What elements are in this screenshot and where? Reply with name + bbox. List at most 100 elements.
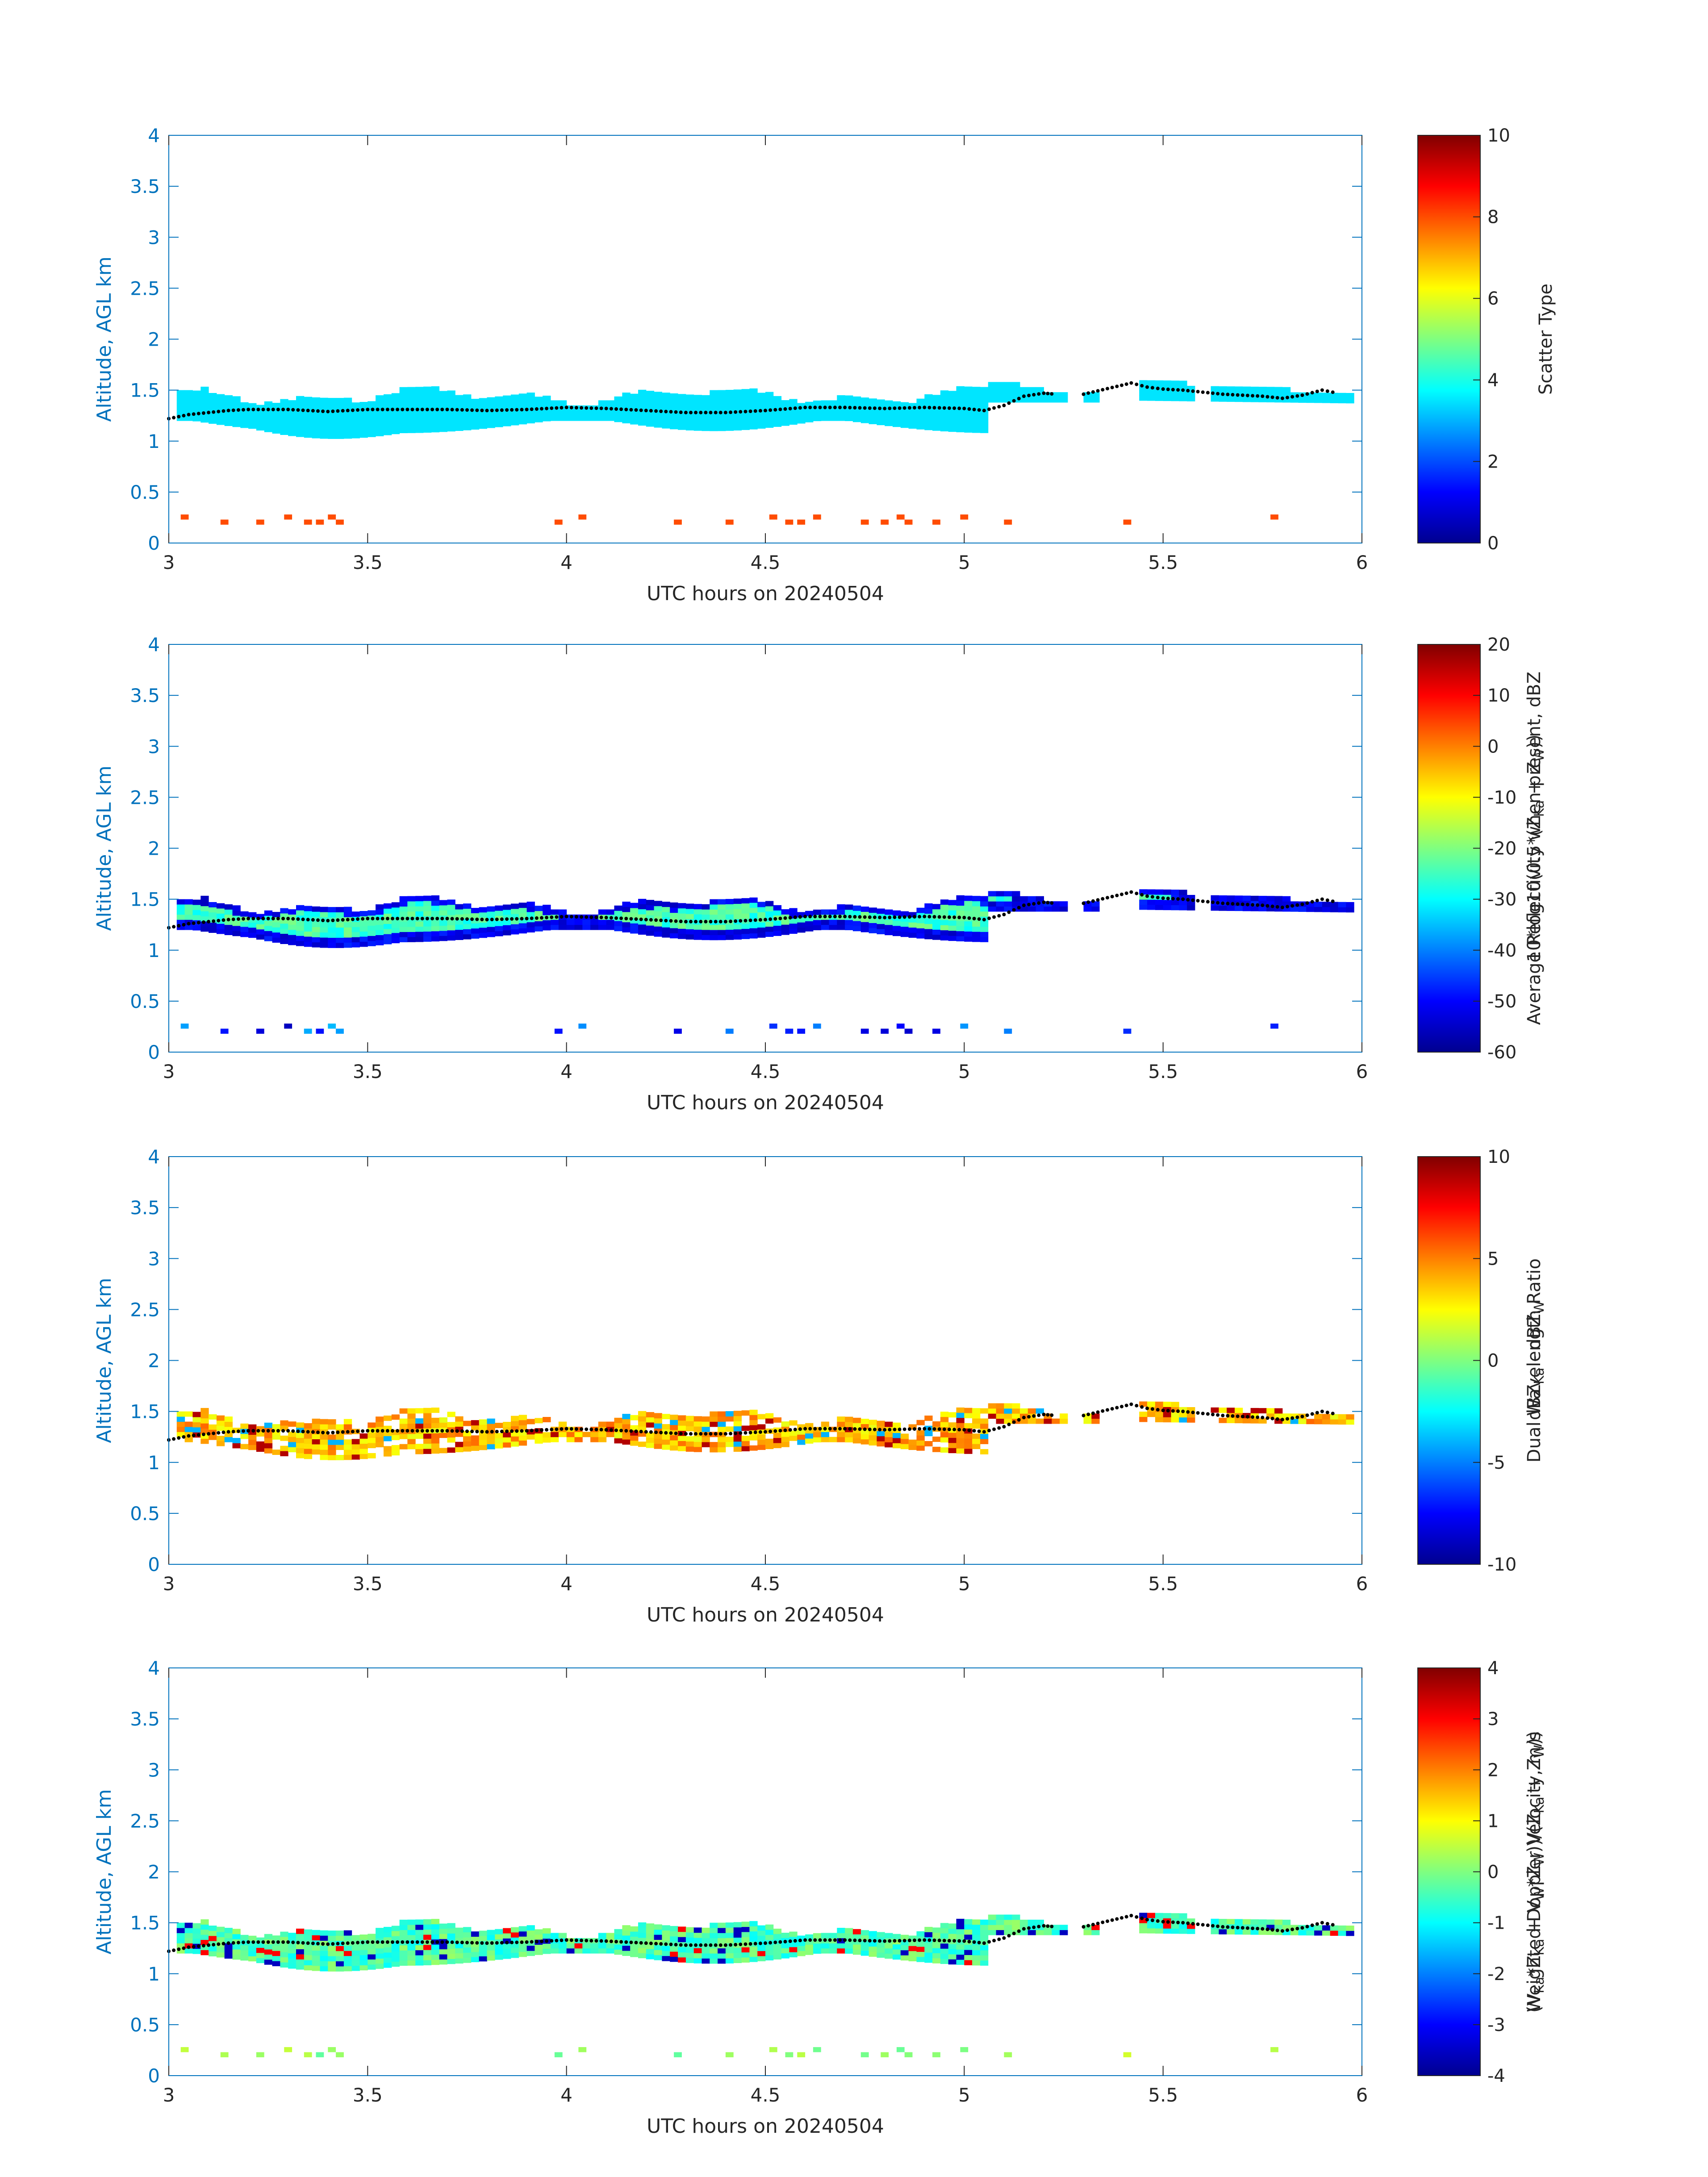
heatmap-cell xyxy=(463,420,472,426)
mean-altitude-dot xyxy=(1221,392,1225,396)
heatmap-cell xyxy=(765,906,774,911)
heatmap-cell xyxy=(924,1431,933,1437)
heatmap-cell xyxy=(948,421,956,427)
mean-altitude-dot xyxy=(555,406,559,410)
heatmap-cell xyxy=(598,919,607,925)
colorbar-label: Scatter Type xyxy=(1536,284,1556,395)
mean-altitude-dot xyxy=(893,915,897,919)
heatmap-cell xyxy=(1171,1412,1179,1417)
colorbar-label: Dual Wavelength RatiodBZKa - dBZW xyxy=(1524,1258,1547,1462)
heatmap-cell xyxy=(1163,1928,1171,1934)
heatmap-cell xyxy=(710,914,718,920)
heatmap-cell xyxy=(431,1438,440,1444)
heatmap-cell xyxy=(789,399,798,405)
heatmap-cell xyxy=(296,1959,305,1965)
heatmap-cell xyxy=(821,1421,829,1427)
heatmap-cell xyxy=(184,1426,193,1432)
mean-altitude-dot xyxy=(1240,393,1244,397)
mean-altitude-dot xyxy=(972,1429,976,1433)
heatmap-cell xyxy=(518,918,527,923)
heatmap-cell xyxy=(693,1927,702,1933)
heatmap-cell xyxy=(893,1433,901,1438)
heatmap-cell xyxy=(972,906,981,911)
heatmap-cell xyxy=(1330,1925,1338,1931)
heatmap-cell xyxy=(384,409,392,415)
heatmap-cell xyxy=(518,404,527,409)
mean-altitude-dot xyxy=(376,1429,380,1433)
insect-cell xyxy=(220,519,229,525)
heatmap-cell xyxy=(1187,1923,1195,1929)
heatmap-cell xyxy=(543,1417,551,1422)
heatmap-cell xyxy=(765,412,774,418)
heatmap-cell xyxy=(209,1434,217,1440)
heatmap-cell xyxy=(685,394,694,400)
heatmap-cell xyxy=(1290,1418,1299,1424)
heatmap-cell xyxy=(877,420,885,426)
heatmap-cell xyxy=(733,903,742,909)
heatmap-cell xyxy=(487,397,495,403)
heatmap-cell xyxy=(1171,1918,1179,1924)
mean-altitude-dot xyxy=(982,409,986,413)
heatmap-cell xyxy=(320,932,328,938)
heatmap-cell xyxy=(877,1952,885,1958)
heatmap-cell xyxy=(407,418,416,423)
heatmap-cell xyxy=(693,1932,702,1938)
mean-altitude-dot xyxy=(405,1429,409,1433)
heatmap-cell xyxy=(376,1442,384,1447)
mean-altitude-dot xyxy=(261,1429,265,1433)
mean-altitude-dot xyxy=(1046,1924,1050,1928)
mean-altitude-dot xyxy=(271,408,275,411)
heatmap-cell xyxy=(240,1433,249,1439)
heatmap-cell xyxy=(1330,902,1338,907)
heatmap-cell xyxy=(328,428,336,434)
heatmap-cell xyxy=(765,1935,774,1940)
heatmap-cell xyxy=(439,1949,447,1955)
mean-altitude-dot xyxy=(405,917,409,920)
heatmap-cell xyxy=(256,410,265,415)
heatmap-cell xyxy=(646,1442,655,1448)
heatmap-cell xyxy=(479,928,487,933)
mean-altitude-dot xyxy=(773,1940,777,1944)
mean-altitude-dot xyxy=(187,1434,191,1438)
heatmap-cell xyxy=(256,914,265,919)
heatmap-cell xyxy=(280,404,288,409)
heatmap-cell xyxy=(980,1418,989,1424)
mean-altitude-dot xyxy=(1181,388,1185,392)
heatmap-cell xyxy=(932,1958,941,1964)
heatmap-cell xyxy=(399,1960,408,1966)
heatmap-cell xyxy=(272,1450,280,1455)
insect-cell xyxy=(674,519,682,525)
mean-altitude-dot xyxy=(1236,1414,1240,1418)
mean-altitude-dot xyxy=(217,1942,221,1946)
mean-altitude-dot xyxy=(251,917,255,920)
heatmap-cell xyxy=(407,936,416,942)
heatmap-cell xyxy=(837,410,845,416)
heatmap-cell xyxy=(749,1921,758,1926)
mean-altitude-dot xyxy=(217,409,221,414)
insect-cell xyxy=(797,519,806,525)
heatmap-cell xyxy=(511,1441,519,1447)
heatmap-cell xyxy=(415,1449,424,1454)
heatmap-cell xyxy=(376,914,384,920)
mean-altitude-dot xyxy=(604,915,608,919)
heatmap-cell xyxy=(646,930,655,936)
mean-altitude-dot xyxy=(848,1938,852,1942)
heatmap-cell xyxy=(1036,1930,1044,1935)
heatmap-cell xyxy=(463,405,472,410)
heatmap-cell xyxy=(1179,905,1187,911)
mean-altitude-dot xyxy=(853,1427,857,1431)
mean-altitude-dot xyxy=(614,916,618,920)
heatmap-cell xyxy=(376,1437,384,1442)
heatmap-cell xyxy=(391,1930,400,1936)
mean-altitude-dot xyxy=(440,917,444,920)
heatmap-cell xyxy=(336,932,344,938)
mean-altitude-dot xyxy=(629,408,633,412)
heatmap-cell xyxy=(860,1945,869,1951)
heatmap-cell xyxy=(351,1940,360,1946)
heatmap-cell xyxy=(463,1441,472,1447)
mean-altitude-dot xyxy=(1086,900,1090,904)
colorbar-tick-label: 10 xyxy=(1487,1147,1510,1167)
heatmap-cell xyxy=(415,1428,424,1434)
mean-altitude-dot xyxy=(261,917,265,920)
heatmap-cell xyxy=(710,1447,718,1453)
